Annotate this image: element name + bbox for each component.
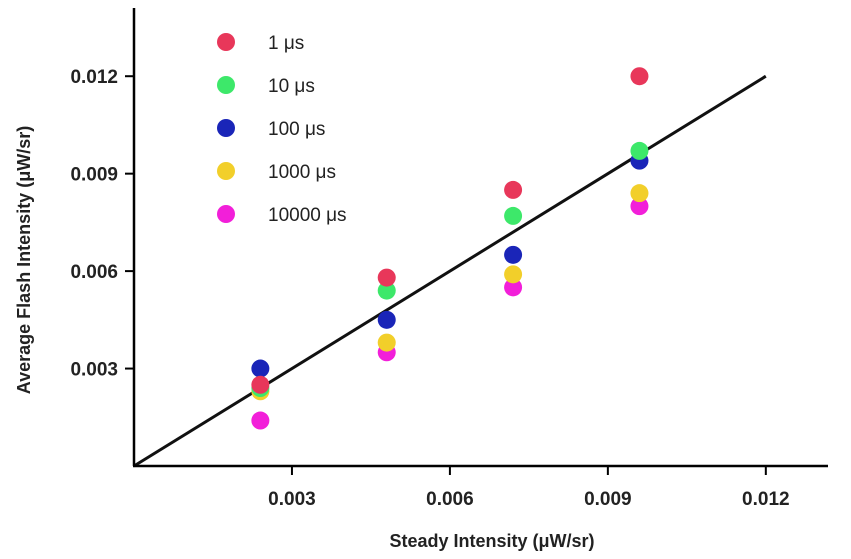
data-point — [251, 375, 270, 394]
fit-line-layer — [133, 74, 767, 468]
data-point — [504, 278, 523, 297]
fit-line — [133, 74, 767, 468]
data-point — [251, 411, 270, 430]
legend-marker — [217, 205, 235, 223]
data-point — [377, 281, 396, 300]
y-tick-label: 0.003 — [70, 360, 118, 381]
x-tick-label: 0.003 — [268, 489, 316, 510]
legend-label: 10 μs — [268, 76, 315, 97]
legend-label: 1 μs — [268, 33, 304, 54]
data-point — [377, 310, 396, 329]
y-tick-label: 0.012 — [70, 67, 118, 88]
y-tick-label: 0.006 — [70, 262, 118, 283]
data-point — [504, 206, 523, 225]
data-points-layer — [251, 67, 649, 430]
legend-marker — [217, 33, 235, 51]
data-point — [504, 245, 523, 264]
legend-label: 10000 μs — [268, 205, 347, 226]
data-point — [630, 141, 649, 160]
data-point — [630, 184, 649, 203]
data-point — [630, 67, 649, 86]
legend-marker — [217, 162, 235, 180]
y-axis-title: Average Flash Intensity (μW/sr) — [14, 126, 34, 394]
legend-label: 100 μs — [268, 119, 325, 140]
x-tick-label: 0.012 — [742, 489, 790, 510]
x-tick-label: 0.009 — [584, 489, 632, 510]
data-point — [504, 180, 523, 199]
legend-marker — [217, 76, 235, 94]
legend-label: 1000 μs — [268, 162, 336, 183]
x-tick-label: 0.006 — [426, 489, 474, 510]
ticks-layer: 0.003 0.006 0.009 0.012 0.003 0.006 0.009 0.012 — [70, 67, 789, 510]
data-point — [630, 197, 649, 216]
x-axis-title: Steady Intensity (μW/sr) — [389, 531, 594, 551]
axes-layer — [132, 8, 828, 468]
data-point — [377, 333, 396, 352]
legend: 1 μs 10 μs 100 μs 1000 μs 10000 μs — [217, 33, 347, 226]
data-point — [251, 359, 270, 378]
y-tick-label: 0.009 — [70, 165, 118, 186]
data-point — [504, 265, 523, 284]
data-point — [377, 268, 396, 287]
legend-marker — [217, 119, 235, 137]
